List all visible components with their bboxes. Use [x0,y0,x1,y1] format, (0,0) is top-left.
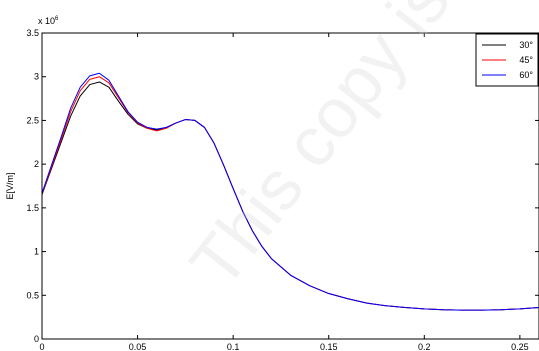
x-tick-label: 0.05 [129,342,147,351]
legend-label: 30° [519,40,533,50]
y-tick-label: 3 [34,72,39,82]
legend: 30° 45° 60° [475,33,539,87]
y-tick-label: 1.5 [26,203,39,213]
x-tick-label: 0.15 [320,342,338,351]
y-tick-label: 0 [34,334,39,344]
x-tick-label: 0.2 [418,342,431,351]
y-tick-label: 3.5 [26,28,39,38]
series-layer [41,72,539,311]
x-tick-label: 0.25 [511,342,529,351]
plot-area [42,33,539,339]
y-axis-label: E[V/m] [5,172,15,199]
y-tick-label: 0.5 [26,290,39,300]
y-axis-multiplier: x 106 [38,16,59,26]
axes-box [41,32,539,340]
y-tick-label: 2 [34,159,39,169]
y-axis-multiplier-exponent: 6 [55,16,59,22]
x-tick-label: 0.1 [227,342,240,351]
legend-label: 45° [519,55,533,65]
y-tick-label: 2.5 [26,115,39,125]
y-axis-multiplier-base: x 10 [38,16,55,26]
series-line-3 [41,72,539,311]
x-tick-label: 0 [39,342,44,351]
y-axis: 0 0.5 1 1.5 2 2.5 3 3.5 [26,28,539,344]
legend-label: 60° [519,70,533,80]
y-tick-label: 1 [34,247,39,257]
